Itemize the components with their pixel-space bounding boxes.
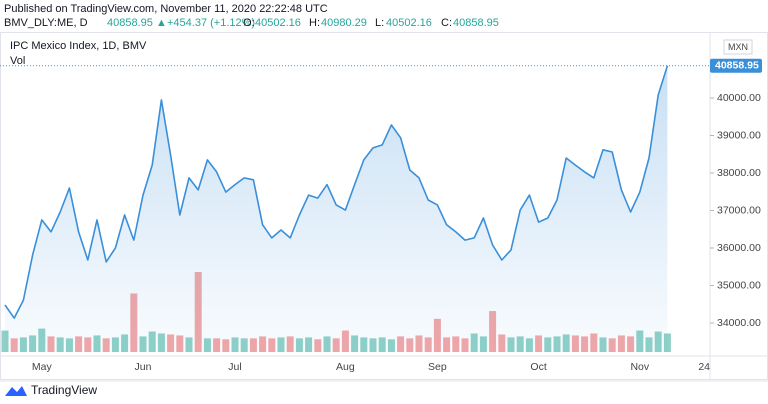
ohlc-value: 40858.95 (453, 17, 499, 29)
y-tick-label: 40000.00 (717, 92, 761, 104)
ohlc-value: 40980.29 (321, 17, 367, 29)
x-tick-label: Sep (428, 361, 447, 373)
change: +454.37 (+1.12%) (167, 17, 255, 29)
ohlc-key: C: (441, 17, 452, 29)
ohlc-key: H: (309, 17, 320, 29)
logo-icon (5, 386, 27, 396)
y-tick-label: 39000.00 (717, 129, 761, 141)
ohlc-value: 40502.16 (255, 17, 301, 29)
price-line (4, 65, 669, 319)
currency-box[interactable] (723, 39, 753, 55)
x-tick-label: Oct (530, 361, 546, 373)
symbol: BMV_DLY:ME, D (4, 17, 88, 29)
y-tick-label: 37000.00 (717, 204, 761, 216)
brand: TradingView (31, 383, 97, 397)
x-tick-label: 24 (698, 361, 710, 373)
currency[interactable]: MXN (728, 42, 748, 52)
y-tick-label: 35000.00 (717, 279, 761, 291)
x-tick-label: May (32, 361, 53, 373)
y-tick-label: 38000.00 (717, 167, 761, 179)
published: Published on TradingView.com, November 1… (4, 3, 328, 15)
legend-vol: Vol (10, 55, 25, 67)
ohlc-key: L: (375, 17, 384, 29)
plot: 34000.00 35000.00 36000.00 37000.00 38000.00… (0, 58, 762, 373)
y-tick-label: 34000.00 (717, 317, 761, 329)
x-tick-label: Jun (135, 361, 152, 373)
last: 40858.95 (107, 17, 153, 29)
x-tick-label: Nov (630, 361, 649, 373)
arrow: ▲ (156, 17, 167, 29)
y-tick-label: 36000.00 (717, 242, 761, 254)
ohlc-value: 40502.16 (386, 17, 432, 29)
ohlc-key: O: (243, 17, 255, 29)
last-price-label: 40858.95 (715, 60, 759, 72)
ohlc: O: 40502.16 H: 40980.29 L: 40502.16 C: 40858.95 (243, 17, 499, 29)
legend-title: IPC Mexico Index, 1D, BMV (10, 40, 147, 52)
area (5, 65, 668, 353)
x-tick-label: Aug (336, 361, 355, 373)
last-price-box (710, 58, 762, 73)
x-tick-label: Jul (228, 361, 241, 373)
